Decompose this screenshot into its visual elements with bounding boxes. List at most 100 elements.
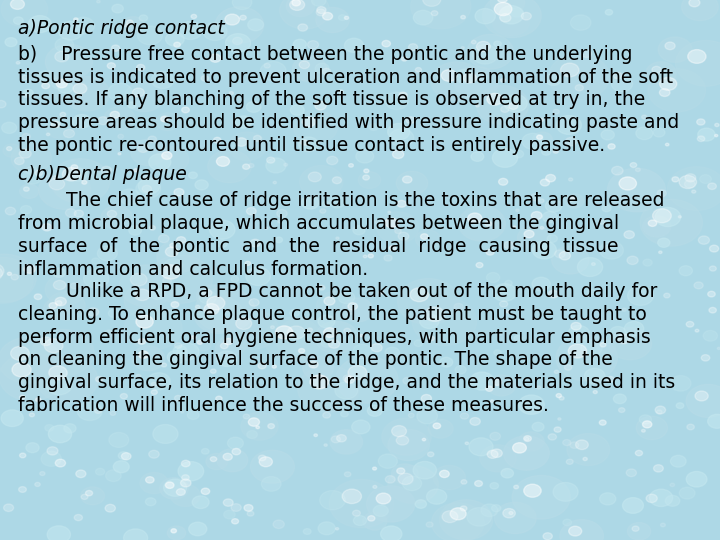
Circle shape bbox=[665, 495, 680, 507]
Circle shape bbox=[687, 424, 694, 430]
Circle shape bbox=[501, 469, 513, 478]
Circle shape bbox=[351, 420, 370, 434]
Circle shape bbox=[553, 109, 559, 114]
Circle shape bbox=[82, 180, 87, 184]
Circle shape bbox=[536, 386, 541, 389]
Text: a)Pontic ridge contact: a)Pontic ridge contact bbox=[18, 19, 225, 38]
Circle shape bbox=[516, 209, 519, 212]
Circle shape bbox=[30, 413, 35, 417]
Circle shape bbox=[157, 240, 199, 273]
Circle shape bbox=[509, 103, 518, 110]
Circle shape bbox=[397, 200, 406, 207]
Circle shape bbox=[402, 377, 412, 384]
Circle shape bbox=[314, 434, 318, 436]
Circle shape bbox=[536, 135, 543, 139]
Circle shape bbox=[469, 438, 493, 456]
Circle shape bbox=[487, 375, 516, 396]
Circle shape bbox=[24, 89, 33, 97]
Circle shape bbox=[166, 247, 179, 256]
Circle shape bbox=[299, 348, 305, 353]
Circle shape bbox=[181, 460, 190, 467]
Circle shape bbox=[245, 386, 251, 389]
Circle shape bbox=[385, 347, 400, 358]
Circle shape bbox=[150, 288, 165, 300]
Circle shape bbox=[280, 0, 330, 29]
Circle shape bbox=[642, 216, 671, 237]
Circle shape bbox=[56, 79, 67, 88]
Circle shape bbox=[73, 84, 87, 94]
Circle shape bbox=[261, 62, 286, 81]
Circle shape bbox=[40, 337, 52, 346]
Circle shape bbox=[240, 15, 246, 20]
Circle shape bbox=[333, 177, 341, 184]
Circle shape bbox=[388, 211, 391, 213]
Circle shape bbox=[96, 468, 104, 475]
Circle shape bbox=[630, 163, 636, 167]
Circle shape bbox=[194, 338, 211, 351]
Circle shape bbox=[272, 365, 276, 368]
Circle shape bbox=[454, 303, 463, 310]
Circle shape bbox=[228, 132, 266, 160]
Circle shape bbox=[217, 157, 230, 166]
Circle shape bbox=[49, 302, 57, 309]
Circle shape bbox=[60, 112, 66, 117]
Circle shape bbox=[503, 509, 516, 518]
Circle shape bbox=[324, 297, 335, 305]
Circle shape bbox=[210, 369, 216, 373]
Circle shape bbox=[51, 121, 60, 127]
Circle shape bbox=[679, 266, 693, 276]
Circle shape bbox=[40, 471, 45, 476]
Circle shape bbox=[81, 487, 104, 505]
Circle shape bbox=[199, 291, 217, 304]
Circle shape bbox=[206, 454, 228, 470]
Circle shape bbox=[441, 70, 456, 82]
Circle shape bbox=[377, 212, 419, 244]
Circle shape bbox=[300, 165, 343, 198]
Circle shape bbox=[618, 408, 625, 413]
Circle shape bbox=[201, 488, 210, 495]
Circle shape bbox=[11, 0, 24, 9]
Circle shape bbox=[492, 8, 530, 36]
Circle shape bbox=[171, 484, 200, 507]
Circle shape bbox=[110, 411, 116, 415]
Circle shape bbox=[261, 476, 281, 491]
Circle shape bbox=[248, 418, 259, 426]
Circle shape bbox=[431, 11, 438, 16]
Circle shape bbox=[701, 355, 710, 361]
Circle shape bbox=[245, 261, 251, 266]
Circle shape bbox=[131, 139, 166, 166]
Text: The chief cause of ridge irritation is the toxins that are released: The chief cause of ridge irritation is t… bbox=[18, 192, 665, 211]
Circle shape bbox=[382, 418, 431, 455]
Circle shape bbox=[74, 210, 84, 217]
Circle shape bbox=[467, 35, 513, 69]
Circle shape bbox=[460, 506, 467, 511]
Circle shape bbox=[481, 504, 498, 517]
Circle shape bbox=[138, 351, 148, 359]
Circle shape bbox=[646, 62, 676, 85]
Circle shape bbox=[328, 340, 340, 348]
Circle shape bbox=[433, 423, 441, 429]
Circle shape bbox=[160, 478, 189, 499]
Text: on cleaning the gingival surface of the pontic. The shape of the: on cleaning the gingival surface of the … bbox=[18, 350, 613, 369]
Circle shape bbox=[315, 63, 329, 73]
Circle shape bbox=[74, 515, 83, 521]
Circle shape bbox=[549, 291, 558, 298]
Circle shape bbox=[354, 516, 366, 525]
Circle shape bbox=[356, 150, 374, 163]
Circle shape bbox=[500, 106, 509, 112]
Circle shape bbox=[379, 291, 383, 294]
Circle shape bbox=[413, 10, 433, 25]
Circle shape bbox=[63, 167, 80, 181]
Circle shape bbox=[290, 105, 305, 115]
Circle shape bbox=[575, 85, 583, 91]
Text: inflammation and calculus formation.: inflammation and calculus formation. bbox=[18, 260, 368, 279]
Circle shape bbox=[246, 207, 256, 215]
Circle shape bbox=[42, 83, 50, 89]
Circle shape bbox=[77, 402, 102, 421]
Circle shape bbox=[161, 363, 166, 367]
Circle shape bbox=[408, 44, 418, 51]
Circle shape bbox=[309, 361, 318, 368]
Circle shape bbox=[142, 185, 151, 192]
Circle shape bbox=[471, 152, 484, 161]
Circle shape bbox=[642, 115, 647, 119]
